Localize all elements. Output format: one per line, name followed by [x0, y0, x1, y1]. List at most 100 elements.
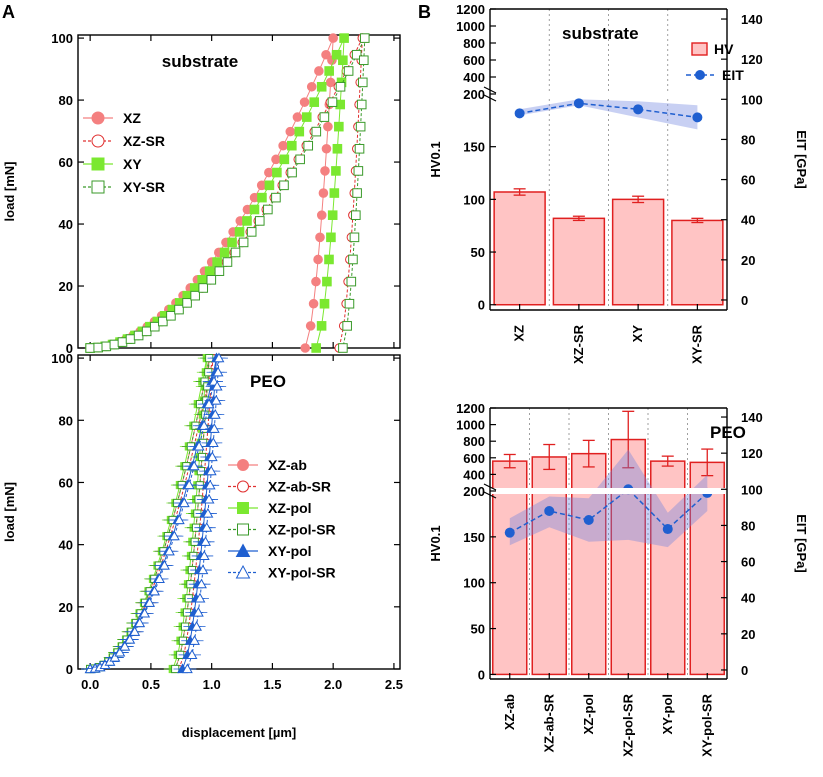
data-point: [285, 126, 296, 137]
chart-A-bottom: 0 20 40 60 80 100 0.0 0.5 1.0 1.5 2.0 2.5 displaceme…: [2, 351, 403, 740]
data-point: [353, 166, 364, 176]
data-point: [322, 276, 332, 287]
bar-group-XZ: [493, 188, 546, 306]
bar-group-XZ-ab-SR: [531, 443, 567, 676]
data-point: [200, 536, 211, 546]
y2-tick-label: 120: [741, 446, 763, 461]
data-point: [158, 316, 168, 327]
panel-label-a: A: [2, 2, 15, 22]
data-point: [355, 121, 366, 132]
legend-item: XZ: [83, 110, 141, 126]
legend-eit-label: EIT: [722, 67, 744, 83]
data-point: [192, 606, 204, 617]
data-point: [303, 140, 314, 151]
data-point: [219, 247, 230, 258]
category-label: XZ-pol: [581, 694, 596, 734]
bar-group-XZ-ab: [492, 453, 528, 676]
data-point: [201, 522, 213, 532]
legend-label: XY-SR: [123, 179, 165, 195]
data-point: [271, 192, 281, 203]
data-point: [207, 437, 219, 447]
data-point: [197, 564, 209, 575]
y-tick-label: 200: [463, 484, 485, 499]
eit-point: [692, 112, 703, 123]
legend-item: XY-SR: [83, 179, 165, 195]
bar-group-XZ-SR: [552, 215, 606, 306]
data-point: [109, 651, 121, 662]
data-point: [203, 493, 215, 504]
bar-group-XZ-pol: [571, 439, 607, 676]
data-point: [316, 210, 327, 220]
data-point: [306, 81, 317, 92]
data-point: [313, 254, 323, 265]
y2-axis-label: EIT [GPa]: [794, 130, 809, 189]
data-point: [279, 180, 289, 191]
data-point: [264, 167, 274, 178]
data-point: [254, 216, 265, 226]
data-point: [279, 154, 290, 165]
legend-marker: [235, 543, 251, 557]
data-point: [342, 321, 352, 331]
y2-tick-label: 20: [741, 253, 755, 268]
data-point: [149, 321, 160, 332]
data-point: [206, 275, 217, 285]
data-point: [311, 276, 321, 287]
data-point: [210, 394, 222, 405]
data-point: [326, 232, 336, 243]
data-point: [125, 334, 136, 344]
data-point: [299, 97, 310, 107]
y-tick-label: 20: [59, 600, 73, 615]
y-tick-label: 80: [59, 93, 73, 108]
category-label: XZ-pol-SR: [620, 693, 635, 756]
data-point: [331, 49, 342, 60]
data-point: [214, 266, 225, 276]
data-point: [159, 559, 170, 570]
chart-title: PEO: [710, 423, 746, 442]
data-point: [249, 204, 260, 215]
data-point: [141, 326, 152, 337]
x-tick-label: 2.5: [385, 677, 403, 692]
bar-group-XY-SR: [671, 217, 724, 306]
chart-title: substrate: [562, 24, 639, 43]
legend-item: XY-pol-SR: [228, 565, 336, 581]
y-tick-label: 50: [471, 622, 485, 637]
legend-item: XY: [83, 156, 142, 172]
data-point: [93, 342, 104, 353]
eit-point: [662, 524, 673, 535]
y2-tick-label: 140: [741, 410, 763, 425]
category-label: XY: [630, 325, 645, 343]
y-tick-label: 60: [59, 155, 73, 170]
x-tick-label: 0.0: [81, 677, 99, 692]
data-point: [321, 49, 331, 60]
data-point: [324, 254, 334, 265]
data-point: [323, 121, 333, 132]
y-tick-label: 100: [51, 31, 73, 46]
data-point: [331, 166, 341, 176]
legend-label: XY-pol: [268, 543, 312, 559]
plot-frame: [77, 354, 401, 670]
data-point: [246, 227, 257, 237]
y-tick-label: 800: [463, 434, 485, 449]
data-point: [139, 607, 151, 618]
data-point: [315, 232, 325, 243]
data-point: [325, 77, 336, 88]
data-point: [174, 304, 184, 315]
legend-label: XY: [123, 156, 142, 172]
eit-point: [573, 98, 584, 109]
y2-tick-label: 40: [741, 213, 755, 228]
y2-tick-label: 80: [741, 518, 755, 533]
y-tick-label: 0: [478, 298, 485, 313]
legend-label: XY-pol-SR: [268, 565, 336, 581]
data-point: [198, 420, 210, 430]
y-tick-label: 1200: [456, 401, 485, 416]
y-tick-label: 100: [463, 576, 485, 591]
data-point: [163, 545, 175, 556]
y-tick-label: 800: [463, 36, 485, 51]
data-point: [292, 112, 303, 122]
y-tick-label: 60: [59, 475, 73, 490]
eit-point: [504, 527, 515, 538]
data-point: [238, 237, 249, 248]
